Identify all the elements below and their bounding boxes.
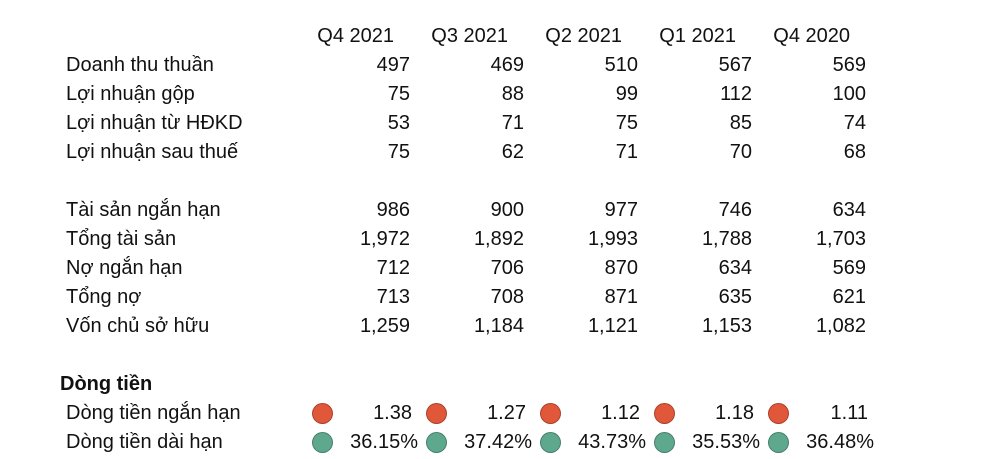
cell-value: 746 <box>718 199 752 221</box>
cell-value: 68 <box>843 141 866 163</box>
cell-value: 1,121 <box>587 315 638 337</box>
cell-value: 708 <box>490 286 524 308</box>
section-title: Dòng tiền <box>60 373 153 395</box>
cell-value: 900 <box>490 199 524 221</box>
balance-row: Vốn chủ sở hữu 1,259 1,184 1,121 1,153 1… <box>0 312 1003 341</box>
header-row: Q4 2021 Q3 2021 Q2 2021 Q1 2021 Q4 2020 <box>0 22 1003 51</box>
cell-value: 977 <box>604 199 638 221</box>
cell-value: 112 <box>720 83 752 105</box>
cell-value: 43.73% <box>578 431 646 453</box>
balance-row: Tổng nợ 713 708 871 635 621 <box>0 283 1003 312</box>
cell-value: 71 <box>501 112 524 134</box>
red-circle-icon <box>654 403 675 424</box>
cell-value: 1.12 <box>601 402 640 424</box>
cell-value: 635 <box>718 286 752 308</box>
section-title-row: Dòng tiền <box>0 370 1003 399</box>
row-label: Tài sản ngắn hạn <box>66 199 221 221</box>
cell-value: 569 <box>832 54 866 76</box>
cell-value: 100 <box>832 83 866 105</box>
cell-value: 36.15% <box>350 431 418 453</box>
cell-value: 70 <box>729 141 752 163</box>
green-circle-icon <box>768 432 789 453</box>
row-label: Lợi nhuận gộp <box>66 83 195 105</box>
green-circle-icon <box>312 432 333 453</box>
cell-value: 1,082 <box>815 315 866 337</box>
period-header: Q2 2021 <box>545 25 622 47</box>
cell-value: 469 <box>490 54 524 76</box>
green-circle-icon <box>540 432 561 453</box>
cell-value: 75 <box>387 141 410 163</box>
period-header: Q3 2021 <box>431 25 508 47</box>
cell-value: 871 <box>604 286 638 308</box>
balance-row: Tài sản ngắn hạn 986 900 977 746 634 <box>0 196 1003 225</box>
cell-value: 567 <box>718 54 752 76</box>
cell-value: 1,788 <box>701 228 752 250</box>
balance-row: Tổng tài sản 1,972 1,892 1,993 1,788 1,7… <box>0 225 1003 254</box>
period-header: Q4 2021 <box>317 25 394 47</box>
cell-value: 75 <box>615 112 638 134</box>
cell-value: 634 <box>832 199 866 221</box>
cell-value: 62 <box>501 141 524 163</box>
cell-value: 1,993 <box>587 228 638 250</box>
cell-value: 621 <box>832 286 866 308</box>
row-label: Dòng tiền ngắn hạn <box>66 402 241 424</box>
green-circle-icon <box>654 432 675 453</box>
cell-value: 1,703 <box>815 228 866 250</box>
cell-value: 1,972 <box>359 228 410 250</box>
cell-value: 99 <box>615 83 638 105</box>
cell-value: 1,153 <box>701 315 752 337</box>
cell-value: 75 <box>387 83 410 105</box>
cell-value: 1,184 <box>473 315 524 337</box>
cashflow-row: Dòng tiền dài hạn 36.15% 37.42% 43.73% 3… <box>0 428 1003 457</box>
row-label: Doanh thu thuần <box>66 54 214 76</box>
row-label: Lợi nhuận từ HĐKD <box>66 112 243 134</box>
cell-value: 37.42% <box>464 431 532 453</box>
cell-value: 713 <box>376 286 410 308</box>
cell-value: 74 <box>843 112 866 134</box>
red-circle-icon <box>540 403 561 424</box>
cell-value: 35.53% <box>692 431 760 453</box>
cell-value: 1.18 <box>715 402 754 424</box>
row-label: Lợi nhuận sau thuế <box>66 141 239 163</box>
cell-value: 712 <box>376 257 410 279</box>
red-circle-icon <box>768 403 789 424</box>
row-label: Tổng tài sản <box>66 228 177 250</box>
balance-row: Nợ ngắn hạn 712 706 870 634 569 <box>0 254 1003 283</box>
cell-value: 1.38 <box>373 402 412 424</box>
row-label: Dòng tiền dài hạn <box>66 431 223 453</box>
cell-value: 1,892 <box>473 228 524 250</box>
cell-value: 1.27 <box>487 402 526 424</box>
green-circle-icon <box>426 432 447 453</box>
cell-value: 706 <box>490 257 524 279</box>
red-circle-icon <box>312 403 333 424</box>
cell-value: 53 <box>387 112 410 134</box>
row-label: Nợ ngắn hạn <box>66 257 183 279</box>
cell-value: 85 <box>729 112 752 134</box>
period-header: Q1 2021 <box>659 25 736 47</box>
cell-value: 569 <box>832 257 866 279</box>
cell-value: 510 <box>604 54 638 76</box>
cell-value: 88 <box>501 83 524 105</box>
cell-value: 1,259 <box>359 315 410 337</box>
income-row: Lợi nhuận từ HĐKD 53 71 75 85 74 <box>0 109 1003 138</box>
income-row: Doanh thu thuần 497 469 510 567 569 <box>0 51 1003 80</box>
row-label: Vốn chủ sở hữu <box>66 315 210 337</box>
period-header: Q4 2020 <box>773 25 850 47</box>
cell-value: 986 <box>376 199 410 221</box>
cell-value: 36.48% <box>806 431 874 453</box>
red-circle-icon <box>426 403 447 424</box>
cashflow-row: Dòng tiền ngắn hạn 1.38 1.27 1.12 1.18 1… <box>0 399 1003 428</box>
cell-value: 870 <box>604 257 638 279</box>
row-label: Tổng nợ <box>66 286 142 308</box>
cell-value: 634 <box>718 257 752 279</box>
cell-value: 1.11 <box>830 402 868 424</box>
cell-value: 71 <box>615 141 638 163</box>
income-row: Lợi nhuận gộp 75 88 99 112 100 <box>0 80 1003 109</box>
income-row: Lợi nhuận sau thuế 75 62 71 70 68 <box>0 138 1003 167</box>
cell-value: 497 <box>376 54 410 76</box>
